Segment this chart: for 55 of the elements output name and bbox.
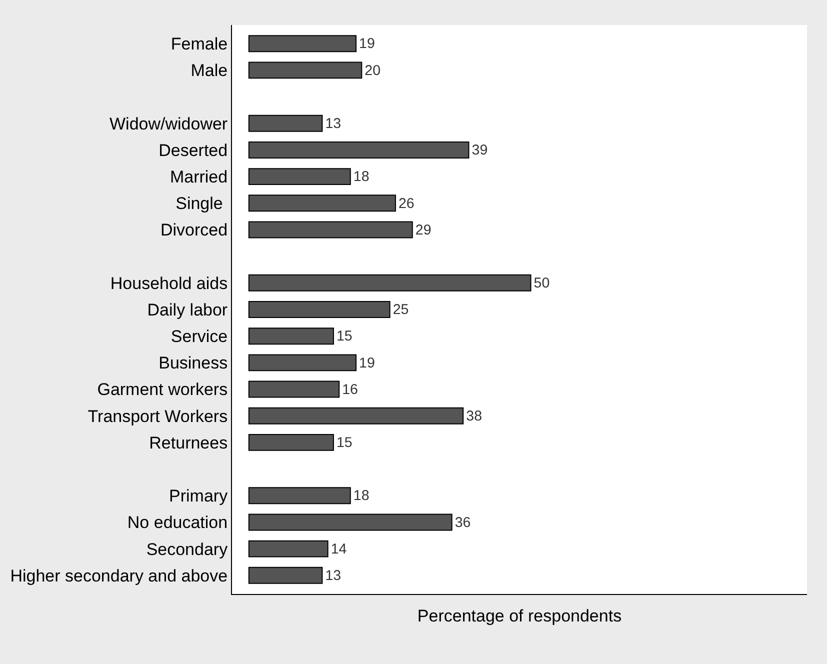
data-label: 14: [330, 541, 347, 558]
y-tick-label: Higher secondary and above: [10, 566, 228, 586]
data-label: 36: [454, 514, 471, 531]
data-label: 13: [325, 568, 342, 584]
bar: [248, 221, 413, 238]
bar: [248, 168, 351, 186]
y-tick-label: Single: [176, 194, 228, 214]
data-label: 16: [342, 382, 358, 398]
y-tick-label: Primary: [169, 486, 228, 506]
y-tick-label: Married: [170, 168, 228, 187]
bar: [248, 380, 340, 398]
bar: [248, 35, 357, 52]
data-label: 20: [364, 62, 381, 79]
data-label: 26: [398, 196, 414, 212]
y-tick-label: Returnees: [149, 433, 228, 452]
data-label: 18: [353, 488, 370, 504]
y-tick-label: Service: [170, 327, 228, 346]
y-tick-label: Daily labor: [147, 300, 228, 320]
y-tick-label: Household aids: [110, 274, 228, 293]
data-label: 39: [472, 142, 488, 159]
data-label: 19: [359, 36, 375, 52]
y-tick-label: Garment workers: [97, 380, 228, 400]
bar: [248, 354, 357, 372]
data-label: 15: [336, 435, 352, 452]
y-tick-label: Divorced: [160, 220, 228, 240]
y-tick-label: Female: [170, 34, 228, 54]
y-tick-label: Deserted: [158, 140, 228, 160]
bar: [248, 514, 452, 531]
bar: [248, 274, 532, 292]
bar: [248, 62, 362, 79]
y-tick-label: Male: [190, 61, 228, 80]
y-tick-label: Transport Workers: [88, 406, 228, 426]
data-label: 50: [534, 276, 550, 292]
bar: [248, 407, 464, 424]
y-tick-label: No education: [127, 513, 228, 532]
bar: [248, 566, 323, 584]
data-label: 15: [336, 328, 352, 345]
bar: [248, 540, 328, 558]
data-label: 38: [466, 408, 482, 424]
data-label: 18: [353, 169, 370, 186]
bar: [248, 434, 334, 451]
bar: [248, 141, 470, 158]
data-label: 13: [325, 116, 342, 132]
y-tick-label: Secondary: [146, 540, 228, 559]
bar: [248, 328, 334, 345]
data-label: 25: [392, 302, 409, 318]
x-axis-title: Percentage of respondents: [417, 606, 622, 626]
data-label: 19: [359, 355, 375, 372]
y-tick-label: Business: [158, 354, 228, 373]
bar: [248, 194, 396, 212]
data-label: 29: [415, 222, 432, 238]
y-tick-label: Widow/widower: [110, 114, 228, 134]
bar: [248, 301, 390, 318]
bar: [248, 487, 351, 504]
bar: [248, 114, 323, 132]
